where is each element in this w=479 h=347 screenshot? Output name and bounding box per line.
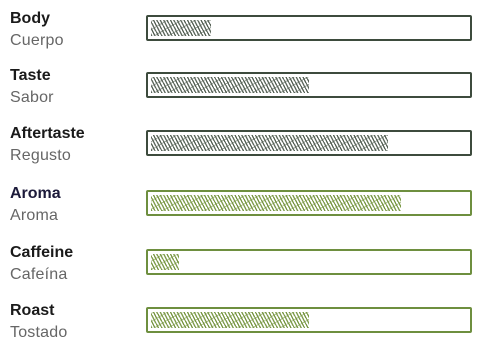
attribute-name-es: Cuerpo	[10, 32, 64, 49]
level-bar	[146, 130, 472, 156]
level-bar-fill	[151, 77, 309, 93]
attribute-name-es: Sabor	[10, 89, 54, 106]
attribute-name-en: Roast	[10, 302, 55, 319]
attribute-name-en: Caffeine	[10, 244, 74, 261]
level-bar-fill	[151, 195, 401, 211]
level-bar	[146, 190, 472, 216]
attribute-row-body: Body Cuerpo	[0, 8, 479, 60]
attribute-row-roast: Roast Tostado	[0, 300, 479, 347]
attribute-row-caffeine: Caffeine Cafeína	[0, 242, 479, 294]
level-bar-fill	[151, 135, 388, 151]
attribute-name-es: Cafeína	[10, 266, 68, 283]
attribute-name-en: Body	[10, 10, 50, 27]
level-bar-fill	[151, 254, 179, 270]
attribute-label: Roast Tostado	[10, 300, 142, 344]
level-bar-fill	[151, 312, 309, 328]
attribute-name-en: Taste	[10, 67, 51, 84]
attribute-name-es: Aroma	[10, 207, 59, 224]
level-bar	[146, 307, 472, 333]
attribute-name-en: Aroma	[10, 185, 61, 202]
attribute-name-en: Aftertaste	[10, 125, 85, 142]
attribute-row-aftertaste: Aftertaste Regusto	[0, 123, 479, 175]
attribute-label: Body Cuerpo	[10, 8, 142, 52]
attribute-label: Caffeine Cafeína	[10, 242, 142, 286]
level-bar	[146, 249, 472, 275]
attribute-row-aroma: Aroma Aroma	[0, 183, 479, 235]
attribute-name-es: Tostado	[10, 324, 68, 341]
level-bar	[146, 72, 472, 98]
attribute-label: Aftertaste Regusto	[10, 123, 142, 167]
attribute-name-es: Regusto	[10, 147, 71, 164]
attribute-label: Taste Sabor	[10, 65, 142, 109]
attribute-label: Aroma Aroma	[10, 183, 142, 227]
level-bar	[146, 15, 472, 41]
attribute-row-taste: Taste Sabor	[0, 65, 479, 117]
level-bar-fill	[151, 20, 211, 36]
